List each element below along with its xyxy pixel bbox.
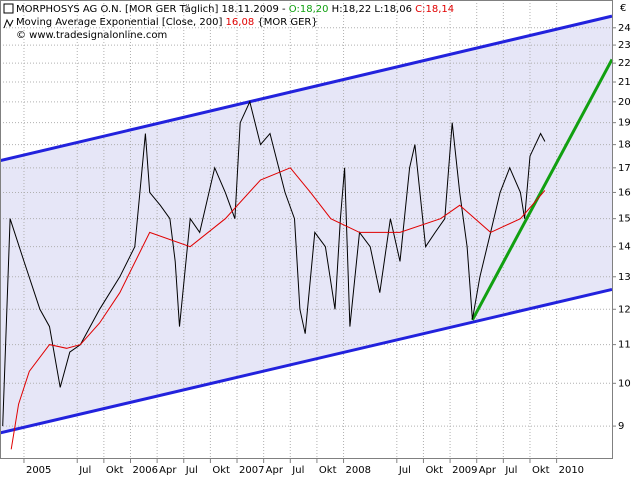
icon — [3, 3, 14, 14]
y-tick-label: 11 — [618, 340, 631, 351]
y-tick-label: 18 — [618, 140, 631, 151]
x-tick-label: Okt — [106, 465, 124, 476]
x-tick-label: 2005 — [26, 465, 51, 476]
plot-frame — [0, 0, 613, 459]
x-tick-label: 2009 — [452, 465, 477, 476]
info: [MOR GER Täglich] 18.11.2009 - — [125, 4, 286, 15]
indicator-name: Moving Average Exponential [Close, 200] — [16, 17, 222, 28]
x-tick-label: Jul — [504, 465, 517, 476]
x-tick-label: Apr — [159, 465, 177, 476]
instrument: MORPHOSYS AG O.N. — [16, 4, 122, 15]
y-axis-label: € — [620, 3, 626, 14]
x-tick-label: Jul — [185, 465, 198, 476]
y-tick-label: 13 — [618, 272, 631, 283]
x-tick-label: 2006 — [132, 465, 157, 476]
y-tick-label: 9 — [618, 421, 624, 432]
trendline — [0, 287, 613, 435]
y-tick-label: 15 — [618, 214, 631, 225]
y-tick-label: 12 — [618, 304, 631, 315]
plot-area — [0, 0, 614, 458]
x-tick-label: Jul — [398, 465, 411, 476]
x-tick-label: Okt — [532, 465, 550, 476]
x-tick-label: Jul — [78, 465, 91, 476]
y-tick-label: 10 — [618, 378, 631, 389]
open: O:18,20 — [289, 4, 329, 15]
trendline — [471, 58, 614, 321]
copyright: © www.tradesignalonline.com — [16, 30, 167, 41]
indicator-value: 16,08 — [226, 17, 255, 28]
y-tick-label: 19 — [618, 118, 631, 129]
x-tick-label: Okt — [425, 465, 443, 476]
x-tick-label: Apr — [479, 465, 497, 476]
series-line — [2, 100, 546, 427]
x-tick-label: Jul — [291, 465, 304, 476]
y-tick-label: 20 — [618, 97, 631, 108]
x-tick-label: 2008 — [346, 465, 371, 476]
y-tick-label: 24 — [618, 23, 631, 34]
header: MORPHOSYS AG O.N. [MOR GER Täglich] 18.1… — [3, 3, 454, 41]
y-tick-label: 21 — [618, 77, 631, 88]
channel-fill — [0, 16, 612, 433]
low: L:18,06 — [374, 4, 412, 15]
y-tick-label: 17 — [618, 163, 631, 174]
x-tick-label: 2007 — [239, 465, 264, 476]
y-tick-label: 16 — [618, 187, 631, 198]
header-line-2: Moving Average Exponential [Close, 200] … — [16, 17, 318, 28]
series-line — [10, 167, 546, 450]
x-tick-label: Okt — [212, 465, 230, 476]
icon — [3, 18, 14, 29]
y-tick-label: 14 — [618, 242, 631, 253]
x-tick-label: Apr — [266, 465, 284, 476]
header-line-1: MORPHOSYS AG O.N. [MOR GER Täglich] 18.1… — [16, 4, 454, 15]
y-tick-label: 23 — [618, 40, 631, 51]
trendline — [0, 14, 613, 163]
indicator-info: {MOR GER} — [257, 17, 317, 28]
high: H:18,22 — [332, 4, 372, 15]
x-tick-label: 2010 — [559, 465, 584, 476]
y-tick-label: 22 — [618, 58, 631, 69]
x-tick-label: Okt — [319, 465, 337, 476]
close: C:18,14 — [415, 4, 454, 15]
